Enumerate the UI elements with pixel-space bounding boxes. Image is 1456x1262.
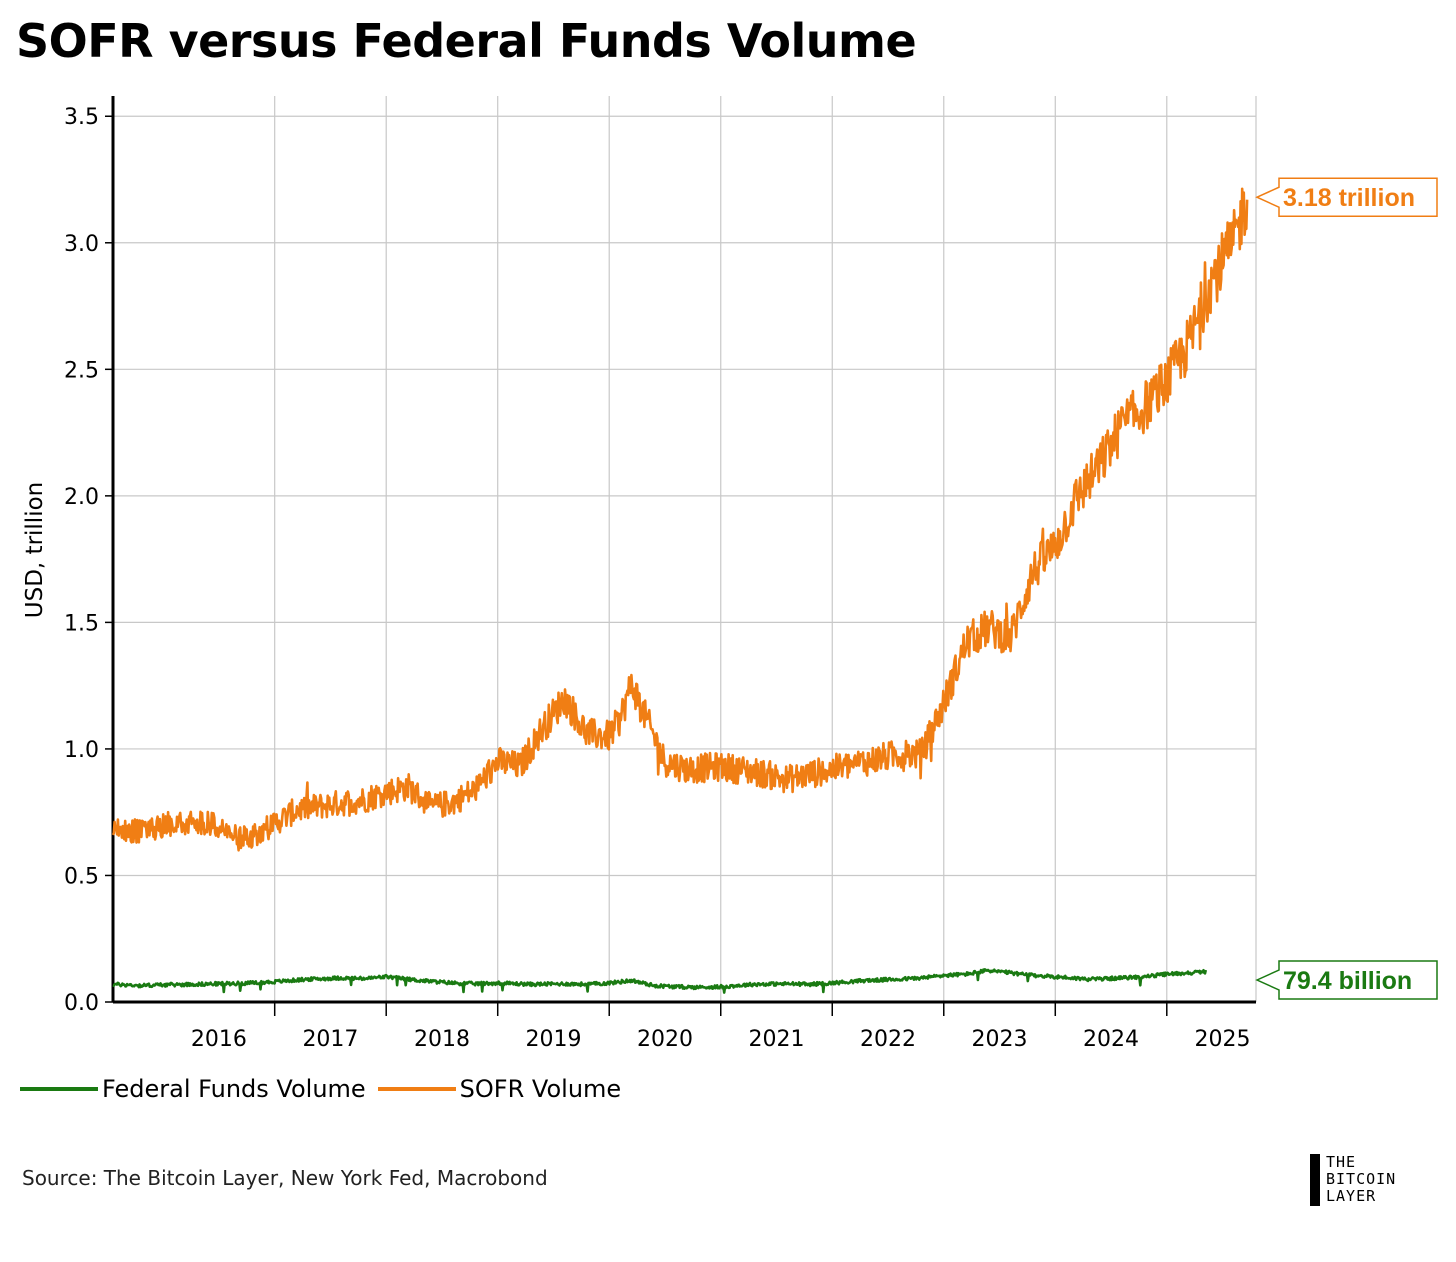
- federal-funds-value-callout: 79.4 billion: [1255, 960, 1438, 1000]
- callout-label: 3.18 trillion: [1283, 184, 1415, 212]
- x-tick-label: 2017: [302, 1027, 358, 1052]
- y-tick-label: 0.5: [64, 864, 99, 889]
- x-tick-label: 2018: [414, 1027, 470, 1052]
- x-tick-label: 2019: [525, 1027, 581, 1052]
- callout-label: 79.4 billion: [1283, 967, 1412, 995]
- legend-swatch-federal-funds: [20, 1087, 98, 1091]
- axis-layer: 0.0 0.5 1.0 1.5 2.0 2.5 3.0 3.5 2016 2017 2018 2019…: [64, 96, 1256, 1052]
- y-tick-label: 1.0: [64, 738, 99, 763]
- legend: Federal Funds Volume SOFR Volume: [20, 1075, 633, 1103]
- bitcoin-layer-logo: THE BITCOIN LAYER: [1310, 1154, 1396, 1206]
- x-tick-label: 2016: [191, 1027, 247, 1052]
- sofr-series-line: [111, 187, 1249, 852]
- x-tick-label: 2023: [972, 1027, 1028, 1052]
- x-tick-label: 2025: [1195, 1027, 1251, 1052]
- logo-line-2: BITCOIN: [1326, 1170, 1397, 1188]
- legend-label-federal-funds: Federal Funds Volume: [102, 1075, 366, 1103]
- federal-funds-series-line: [112, 968, 1208, 994]
- source-note: Source: The Bitcoin Layer, New York Fed,…: [22, 1166, 548, 1190]
- logo-line-1: THE: [1326, 1153, 1357, 1171]
- sofr-value-callout: 3.18 trillion: [1255, 177, 1438, 217]
- logo-text: THE BITCOIN LAYER: [1326, 1154, 1396, 1206]
- chart-title: SOFR versus Federal Funds Volume: [16, 14, 917, 68]
- legend-item-federal-funds: Federal Funds Volume: [20, 1075, 366, 1103]
- grid-layer: [113, 96, 1257, 1003]
- y-tick-label: 0.0: [64, 991, 99, 1016]
- legend-swatch-sofr: [377, 1087, 456, 1091]
- y-tick-label: 2.5: [64, 358, 99, 383]
- logo-line-3: LAYER: [1326, 1187, 1377, 1205]
- logo-bar-icon: [1310, 1154, 1320, 1206]
- x-tick-label: 2024: [1083, 1027, 1139, 1052]
- legend-item-sofr: SOFR Volume: [377, 1075, 622, 1103]
- callout-box: [1255, 177, 1438, 217]
- x-tick-label: 2021: [748, 1027, 804, 1052]
- y-tick-label: 2.0: [64, 485, 99, 510]
- legend-label-sofr: SOFR Volume: [459, 1075, 622, 1103]
- annotation-layer: 3.18 trillion 79.4 billion: [1255, 177, 1438, 1000]
- x-tick-label: 2020: [637, 1027, 693, 1052]
- y-tick-label: 3.5: [64, 105, 99, 130]
- series-layer: [111, 187, 1249, 994]
- y-axis-title: USD, trillion: [22, 482, 48, 618]
- callout-box: [1255, 960, 1438, 1000]
- chart-canvas: 0.0 0.5 1.0 1.5 2.0 2.5 3.0 3.5 2016 2017 2018 2019…: [22, 96, 1438, 1052]
- x-tick-label: 2022: [860, 1027, 916, 1052]
- y-tick-label: 1.5: [64, 611, 99, 636]
- y-tick-label: 3.0: [64, 232, 99, 257]
